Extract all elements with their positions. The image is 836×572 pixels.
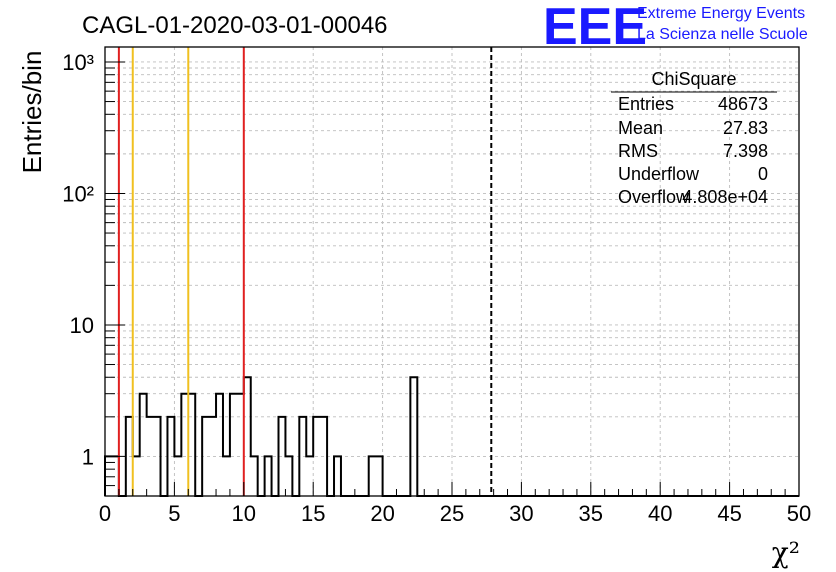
stats-box: ChiSquare Entries 48673 Mean 27.83 RMS 7… <box>611 69 777 207</box>
x-tick-label: 5 <box>168 501 180 526</box>
x-tick-label: 0 <box>99 501 111 526</box>
chart-title: CAGL-01-2020-03-01-00046 <box>82 12 388 39</box>
stats-value-underflow: 0 <box>758 164 768 184</box>
logo-line-1: Extreme Energy Events <box>637 5 805 22</box>
reference-lines <box>117 47 493 496</box>
x-tick-label: 50 <box>787 501 811 526</box>
stats-title: ChiSquare <box>651 69 736 89</box>
stats-label-overflow: Overflow <box>618 187 690 207</box>
stats-label-rms: RMS <box>618 141 658 161</box>
x-axis-ticks: 0 5 10 15 20 25 30 35 40 45 50 <box>99 482 811 526</box>
x-tick-label: 10 <box>232 501 256 526</box>
stats-value-entries: 48673 <box>718 94 768 114</box>
y-axis-ticks: 1 10 10² 10³ <box>62 50 125 497</box>
x-tick-label: 40 <box>648 501 672 526</box>
stats-label-underflow: Underflow <box>618 164 700 184</box>
x-tick-label: 15 <box>301 501 325 526</box>
x-tick-label: 20 <box>370 501 394 526</box>
x-tick-label: 45 <box>717 501 741 526</box>
x-tick-label: 35 <box>579 501 603 526</box>
stats-label-entries: Entries <box>618 94 674 114</box>
stats-label-mean: Mean <box>618 118 663 138</box>
x-tick-label: 30 <box>509 501 533 526</box>
logo-line-2: La Scienza nelle Scuole <box>637 26 808 43</box>
y-tick-label: 10³ <box>62 50 94 75</box>
y-axis-title: Entries/bin <box>17 51 47 174</box>
stats-value-overflow: 4.808e+04 <box>682 187 768 207</box>
y-tick-label: 10 <box>70 313 94 338</box>
x-tick-label: 25 <box>440 501 464 526</box>
stats-value-mean: 27.83 <box>723 118 768 138</box>
x-axis-title: χ² <box>772 536 800 569</box>
eee-logo: EEE Extreme Energy Events La Scienza nel… <box>543 0 808 56</box>
y-tick-label: 1 <box>82 444 94 469</box>
y-tick-label: 10² <box>62 181 94 206</box>
stats-value-rms: 7.398 <box>723 141 768 161</box>
logo-mark: EEE <box>543 0 647 56</box>
